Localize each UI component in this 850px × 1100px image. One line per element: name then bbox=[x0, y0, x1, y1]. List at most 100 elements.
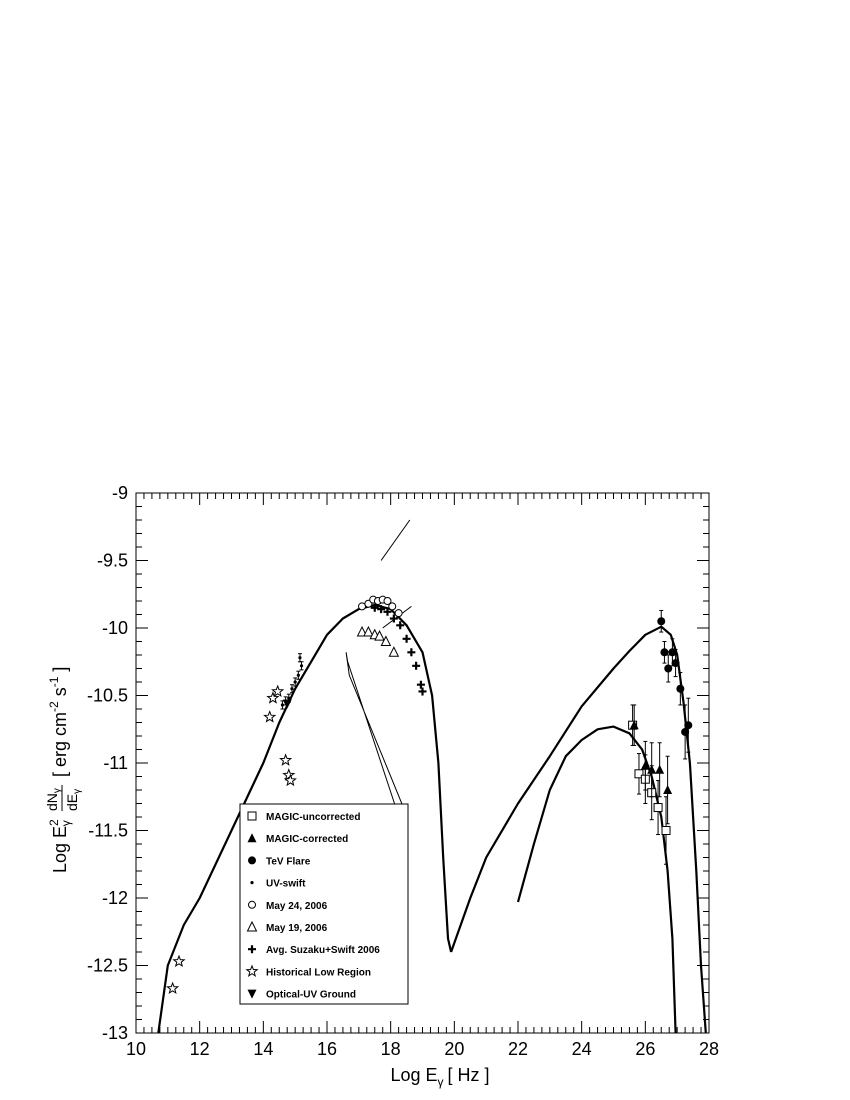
point-tev-flare bbox=[684, 721, 693, 730]
x-tick-label: 18 bbox=[381, 1039, 401, 1059]
legend-label-may-24-2006: May 24, 2006 bbox=[266, 901, 328, 912]
y-tick-label: -12.5 bbox=[87, 956, 128, 976]
point-avg-suzaku-swift-2006 bbox=[377, 605, 386, 614]
y-tick-label: -11 bbox=[103, 753, 128, 773]
y-tick-label: -10 bbox=[102, 618, 128, 638]
x-tick-label: 16 bbox=[317, 1039, 337, 1059]
point-may-19-2006 bbox=[374, 629, 385, 641]
data-points bbox=[166, 595, 693, 995]
point-optical-uv-ground bbox=[282, 699, 292, 709]
point-may-19-2006 bbox=[380, 635, 392, 646]
point-magic-uncorrected bbox=[653, 803, 663, 813]
legend-label-optical-uv-ground: Optical-UV Ground bbox=[266, 990, 356, 1001]
legend-marker-magic-corrected bbox=[247, 833, 257, 843]
svg-text:dNγ: dNγ bbox=[44, 788, 63, 811]
point-magic-corrected bbox=[629, 720, 639, 730]
point-tev-flare bbox=[668, 648, 677, 657]
model-curve-2 bbox=[450, 625, 707, 1034]
y-axis-title: Log E2γ dNγ dEγ [ erg cm-2 s-1 ] bbox=[44, 667, 83, 873]
legend: MAGIC-uncorrected MAGIC-corrected TeV Flar… bbox=[239, 803, 409, 1005]
point-magic-corrected bbox=[647, 764, 657, 774]
legend-box bbox=[239, 803, 409, 1005]
point-uv-swift bbox=[287, 696, 291, 700]
point-magic-corrected bbox=[655, 764, 665, 774]
point-historical-low-region bbox=[279, 753, 293, 766]
plot-frame bbox=[135, 492, 710, 1034]
point-historical-low-region bbox=[166, 981, 180, 995]
x-axis-title: Log Eγ[ Hz ] bbox=[390, 1065, 489, 1089]
point-avg-suzaku-swift-2006 bbox=[418, 687, 427, 696]
y-tick-label: -10.5 bbox=[87, 686, 128, 706]
y-tick-label: -12 bbox=[102, 888, 128, 908]
point-may-24-2006 bbox=[388, 602, 397, 611]
legend-marker-tev-flare bbox=[248, 856, 256, 865]
y-tick-label: -13 bbox=[102, 1023, 128, 1043]
butterfly-segment-2 bbox=[382, 606, 412, 629]
legend-label-magic-corrected: MAGIC-corrected bbox=[266, 834, 348, 845]
point-historical-low-region bbox=[282, 768, 296, 781]
point-tev-flare bbox=[676, 684, 685, 693]
model-curve-1 bbox=[157, 603, 453, 1034]
point-historical-low-region bbox=[271, 684, 285, 698]
x-tick-label: 24 bbox=[572, 1039, 592, 1059]
point-avg-suzaku-swift-2006 bbox=[396, 621, 405, 630]
legend-label-historical-low-region: Historical Low Region bbox=[266, 967, 371, 978]
point-avg-suzaku-swift-2006 bbox=[402, 634, 411, 643]
x-tick-label: 14 bbox=[253, 1039, 273, 1059]
point-uv-swift bbox=[280, 703, 285, 707]
point-uv-swift bbox=[298, 656, 302, 660]
point-uv-swift bbox=[296, 673, 300, 677]
point-tev-flare bbox=[657, 617, 666, 626]
x-tick-label: 28 bbox=[699, 1039, 719, 1059]
legend-label-magic-uncorrected: MAGIC-uncorrected bbox=[266, 812, 360, 823]
y-tick-label: -11.5 bbox=[88, 821, 128, 841]
butterfly-segments bbox=[345, 519, 412, 831]
point-historical-low-region bbox=[263, 710, 277, 723]
legend-label-tev-flare: TeV Flare bbox=[266, 856, 311, 867]
point-may-19-2006 bbox=[356, 625, 368, 637]
butterfly-segment-1 bbox=[380, 519, 411, 561]
model-curves bbox=[157, 603, 707, 1034]
x-tick-label: 20 bbox=[444, 1039, 464, 1059]
point-may-24-2006 bbox=[394, 609, 403, 618]
point-tev-flare bbox=[671, 659, 680, 668]
x-tick-label: 12 bbox=[190, 1039, 210, 1059]
point-magic-uncorrected bbox=[661, 826, 671, 835]
y-tick-label: -9 bbox=[112, 483, 128, 503]
point-magic-corrected bbox=[640, 760, 650, 770]
legend-marker-historical-low-region bbox=[245, 964, 259, 977]
point-uv-swift bbox=[293, 680, 297, 684]
point-avg-suzaku-swift-2006 bbox=[407, 648, 416, 657]
legend-label-uv-swift: UV-swift bbox=[266, 879, 306, 890]
point-tev-flare bbox=[664, 664, 673, 673]
point-uv-swift bbox=[299, 664, 304, 668]
legend-marker-avg-suzaku-swift-2006 bbox=[248, 945, 256, 954]
point-avg-suzaku-swift-2006 bbox=[416, 680, 425, 689]
x-tick-label: 10 bbox=[126, 1039, 146, 1059]
model-curve-3 bbox=[516, 725, 677, 1034]
point-avg-suzaku-swift-2006 bbox=[412, 661, 421, 670]
axis-ticks bbox=[135, 492, 710, 1034]
legend-marker-may-19-2006 bbox=[246, 920, 258, 932]
x-tick-label: 26 bbox=[635, 1039, 655, 1059]
point-tev-flare bbox=[660, 648, 669, 657]
point-avg-suzaku-swift-2006 bbox=[370, 603, 379, 612]
point-may-19-2006 bbox=[388, 646, 400, 657]
svg-text:dEγ: dEγ bbox=[64, 789, 83, 811]
svg-text:[ erg cm-2 s-1 ]: [ erg cm-2 s-1 ] bbox=[47, 667, 70, 777]
legend-marker-magic-uncorrected bbox=[247, 811, 257, 821]
point-historical-low-region bbox=[266, 691, 280, 704]
point-avg-suzaku-swift-2006 bbox=[389, 614, 398, 623]
point-may-19-2006 bbox=[363, 625, 374, 637]
point-historical-low-region bbox=[283, 773, 297, 787]
legend-marker-uv-swift bbox=[250, 881, 254, 885]
legend-label-may-19-2006: May 19, 2006 bbox=[266, 923, 328, 934]
x-tick-label: 22 bbox=[508, 1039, 528, 1059]
point-magic-uncorrected bbox=[634, 769, 644, 779]
point-uv-swift bbox=[290, 687, 294, 691]
point-magic-corrected bbox=[663, 785, 673, 794]
y-tick-label: -9.5 bbox=[97, 551, 128, 571]
legend-marker-optical-uv-ground bbox=[247, 989, 257, 999]
legend-label-avg-suzaku-swift-2006: Avg. Suzaku+Swift 2006 bbox=[266, 945, 380, 956]
